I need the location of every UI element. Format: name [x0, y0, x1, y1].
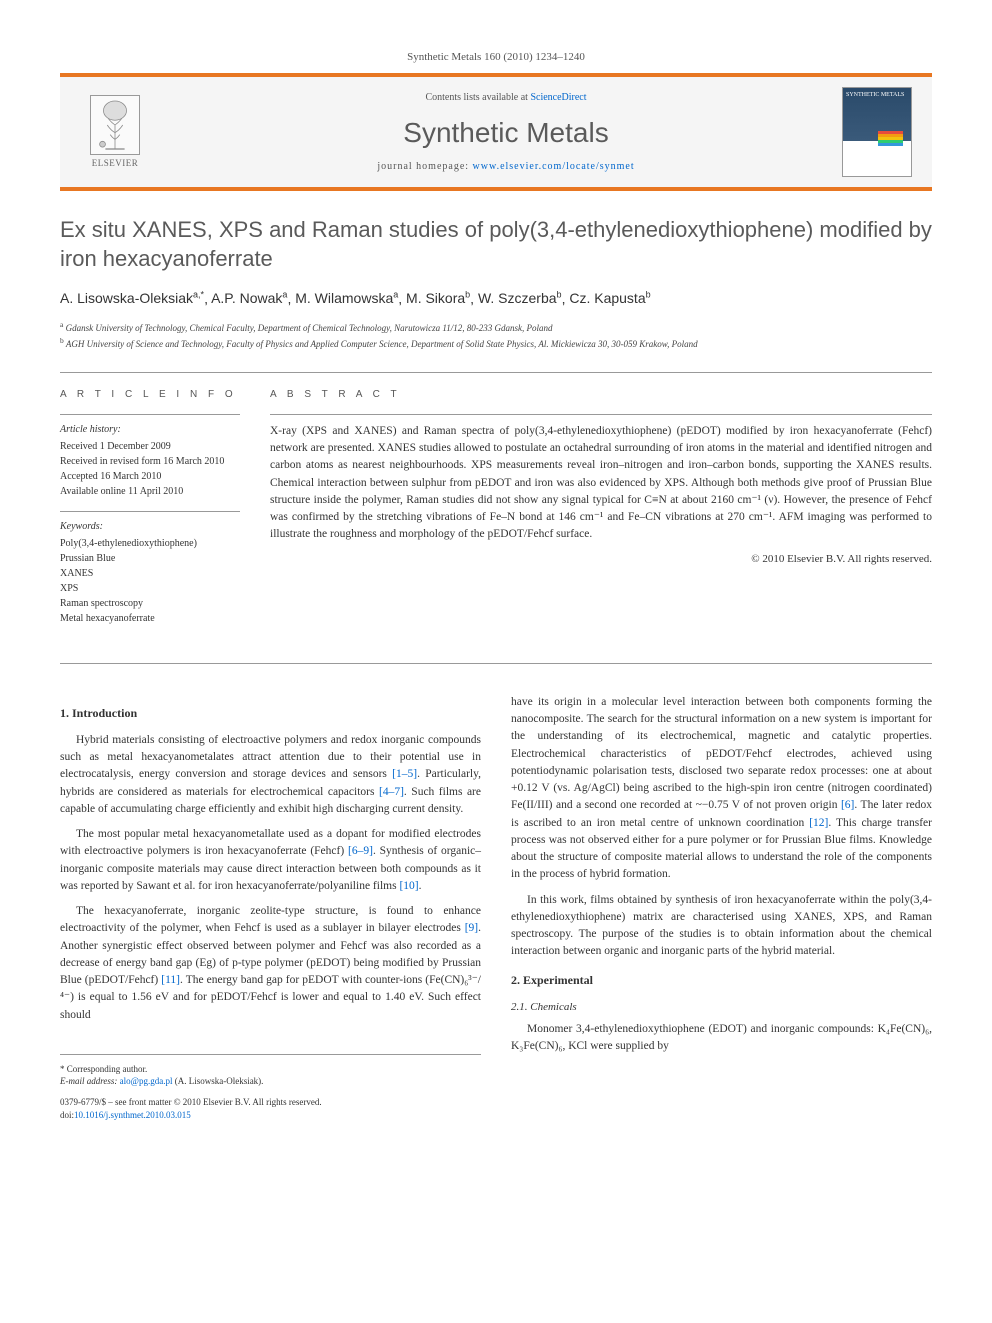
abstract-copyright: © 2010 Elsevier B.V. All rights reserved… — [270, 552, 932, 567]
email-suffix: (A. Lisowska-Oleksiak). — [172, 1076, 263, 1086]
intro-paragraph-1: Hybrid materials consisting of electroac… — [60, 732, 481, 818]
citation-ref[interactable]: [6] — [841, 799, 854, 811]
intro-paragraph-5: In this work, films obtained by synthesi… — [511, 892, 932, 961]
citation-ref[interactable]: [1–5] — [392, 768, 417, 780]
experimental-heading: 2. Experimental — [511, 971, 932, 989]
corresponding-author-footer: * Corresponding author. E-mail address: … — [60, 1054, 481, 1121]
publisher-logo: ELSEVIER — [80, 92, 150, 172]
doi-label: doi: — [60, 1110, 74, 1120]
introduction-heading: 1. Introduction — [60, 704, 481, 722]
keyword: XPS — [60, 581, 240, 596]
chemicals-heading: 2.1. Chemicals — [511, 999, 932, 1016]
history-line: Received 1 December 2009 — [60, 439, 240, 454]
citation-ref[interactable]: [6–9] — [348, 845, 373, 857]
journal-name: Synthetic Metals — [170, 113, 842, 152]
homepage-link[interactable]: www.elsevier.com/locate/synmet — [473, 161, 635, 172]
doi-link[interactable]: 10.1016/j.synthmet.2010.03.015 — [74, 1110, 191, 1120]
cover-thumb-title: SYNTHETIC METALS — [843, 88, 911, 102]
author: A. Lisowska-Oleksiaka,* — [60, 290, 204, 306]
corresponding-author-label: * Corresponding author. — [60, 1063, 481, 1076]
email-label: E-mail address: — [60, 1076, 120, 1086]
contents-prefix: Contents lists available at — [425, 92, 530, 103]
keyword: XANES — [60, 566, 240, 581]
history-line: Received in revised form 16 March 2010 — [60, 454, 240, 469]
author: A.P. Nowaka — [211, 290, 287, 306]
divider — [60, 372, 932, 373]
publisher-name: ELSEVIER — [92, 157, 139, 170]
abstract-text: X-ray (XPS and XANES) and Raman spectra … — [270, 414, 932, 544]
citation-ref[interactable]: [9] — [465, 922, 478, 934]
citation-ref[interactable]: [4–7] — [379, 786, 404, 798]
journal-cover-thumbnail: SYNTHETIC METALS — [842, 87, 912, 177]
article-title: Ex situ XANES, XPS and Raman studies of … — [60, 216, 932, 273]
citation-ref[interactable]: [12] — [809, 817, 828, 829]
citation-ref[interactable]: [11] — [161, 974, 180, 986]
article-info-sidebar: A R T I C L E I N F O Article history: R… — [60, 388, 240, 638]
author-list: A. Lisowska-Oleksiaka,*, A.P. Nowaka, M.… — [60, 289, 932, 309]
sciencedirect-link[interactable]: ScienceDirect — [530, 92, 586, 103]
keyword: Poly(3,4-ethylenedioxythiophene) — [60, 536, 240, 551]
email-link[interactable]: alo@pg.gda.pl — [120, 1076, 173, 1086]
contents-available-line: Contents lists available at ScienceDirec… — [170, 91, 842, 105]
intro-paragraph-2: The most popular metal hexacyanometallat… — [60, 826, 481, 895]
history-line: Accepted 16 March 2010 — [60, 469, 240, 484]
abstract-heading: A B S T R A C T — [270, 388, 932, 402]
homepage-prefix: journal homepage: — [377, 161, 472, 172]
journal-header: ELSEVIER Contents lists available at Sci… — [60, 73, 932, 191]
citation-ref[interactable]: [10] — [399, 880, 418, 892]
homepage-line: journal homepage: www.elsevier.com/locat… — [170, 160, 842, 174]
body-column-right: have its origin in a molecular level int… — [511, 694, 932, 1121]
intro-paragraph-3: The hexacyanoferrate, inorganic zeolite-… — [60, 903, 481, 1024]
chemicals-paragraph-1: Monomer 3,4-ethylenedioxythiophene (EDOT… — [511, 1021, 932, 1056]
history-line: Available online 11 April 2010 — [60, 484, 240, 499]
history-label: Article history: — [60, 423, 240, 437]
affiliations: a Gdansk University of Technology, Chemi… — [60, 319, 932, 352]
abstract-column: A B S T R A C T X-ray (XPS and XANES) an… — [270, 388, 932, 638]
issn-line: 0379-6779/$ – see front matter © 2010 El… — [60, 1096, 481, 1109]
author: M. Sikorab — [406, 290, 470, 306]
author: Cz. Kapustab — [569, 290, 650, 306]
keywords-label: Keywords: — [60, 520, 240, 534]
author: W. Szczerbab — [478, 290, 562, 306]
author: M. Wilamowskaa — [295, 290, 398, 306]
keyword: Prussian Blue — [60, 551, 240, 566]
keyword: Raman spectroscopy — [60, 596, 240, 611]
keyword: Metal hexacyanoferrate — [60, 611, 240, 626]
body-column-left: 1. Introduction Hybrid materials consist… — [60, 694, 481, 1121]
divider — [60, 663, 932, 664]
affiliation: a Gdansk University of Technology, Chemi… — [60, 319, 932, 336]
affiliation: b AGH University of Science and Technolo… — [60, 335, 932, 352]
citation-line: Synthetic Metals 160 (2010) 1234–1240 — [60, 50, 932, 65]
article-info-heading: A R T I C L E I N F O — [60, 388, 240, 402]
intro-paragraph-4: have its origin in a molecular level int… — [511, 694, 932, 884]
